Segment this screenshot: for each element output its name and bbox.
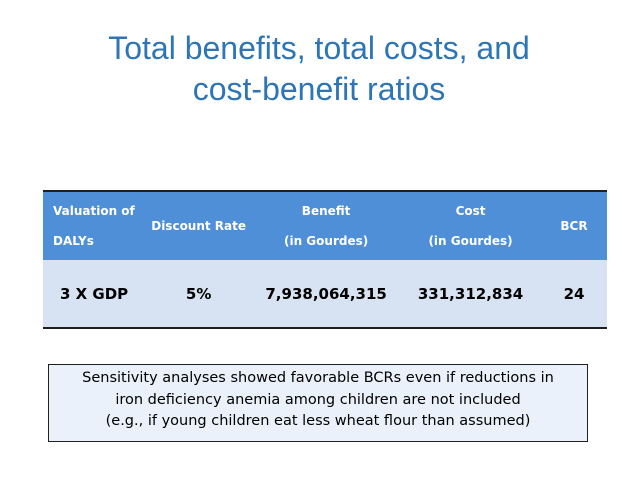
cell-cost: 331,312,834	[400, 260, 542, 329]
header-cost: Cost (in Gourdes)	[400, 190, 542, 260]
header-valuation-of-dalys: Valuation of DALYs	[43, 190, 146, 260]
slide-title-line-1: Total benefits, total costs, and	[108, 30, 530, 66]
cell-discount-rate: 5%	[145, 260, 253, 329]
slide-title: Total benefits, total costs, and cost-be…	[40, 28, 598, 110]
note-line-2: iron deficiency anemia among children ar…	[115, 391, 521, 408]
slide-title-line-2: cost-benefit ratios	[192, 71, 446, 107]
cell-valuation: 3 X GDP	[43, 260, 146, 329]
cell-benefit: 7,938,064,315	[252, 260, 401, 329]
note-line-3: (e.g., if young children eat less wheat …	[105, 413, 531, 429]
note-line-1: Sensitivity analyses showed favorable BC…	[82, 370, 554, 386]
table-header-row: Valuation of DALYs Discount Rate Benefit…	[43, 190, 607, 260]
header-bcr: BCR	[541, 190, 607, 260]
cost-benefit-table: Valuation of DALYs Discount Rate Benefit…	[43, 190, 607, 329]
table-row: 3 X GDP 5% 7,938,064,315 331,312,834 24	[43, 260, 607, 329]
header-discount-rate: Discount Rate	[145, 190, 253, 260]
sensitivity-note: Sensitivity analyses showed favorable BC…	[48, 364, 588, 442]
header-benefit: Benefit (in Gourdes)	[252, 190, 401, 260]
cell-bcr: 24	[541, 260, 607, 329]
